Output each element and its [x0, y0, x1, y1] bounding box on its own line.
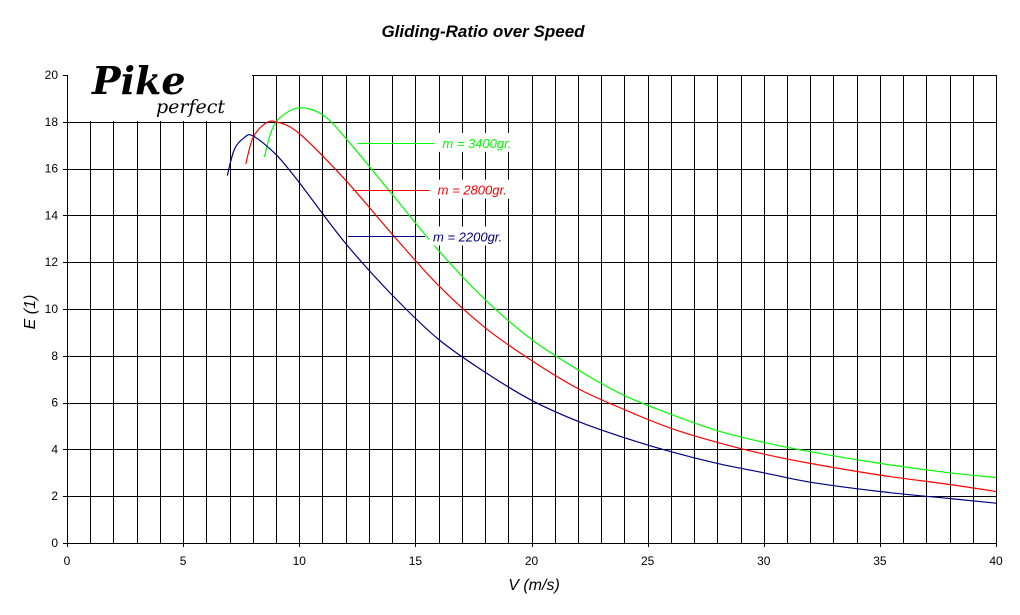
series-label-1: m = 2800gr.: [438, 183, 507, 198]
series-label-background-0: [438, 132, 516, 152]
series-label-0: m = 3400gr.: [442, 136, 511, 151]
series-lines: [226, 107, 997, 504]
y-tick-label: 18: [45, 115, 59, 129]
grid: [67, 75, 997, 543]
x-tick-label: 0: [64, 554, 71, 568]
series-labels: m = 3400gr. m = 2800gr. m = 2200gr.: [348, 132, 516, 246]
series-line-2: [226, 134, 997, 504]
series-label-2: m = 2200gr.: [433, 229, 502, 244]
y-tick-label: 14: [45, 208, 59, 222]
tick-labels: 0 2 4 6 8 10 12 14 16 18 20 0 5 10 15 20 25 30 35 40: [45, 68, 1003, 568]
chart-title: Gliding-Ratio over Speed: [381, 22, 585, 41]
y-tick-label: 4: [51, 442, 58, 456]
x-tick-label: 5: [180, 554, 187, 568]
y-tick-label: 0: [51, 536, 58, 550]
series-line-0: [263, 107, 997, 479]
series-label-background-2: [429, 226, 507, 246]
x-tick-label: 40: [989, 554, 1003, 568]
y-tick-label: 20: [45, 68, 59, 82]
y-tick-label: 2: [51, 489, 58, 503]
y-tick-label: 16: [45, 162, 59, 176]
y-tick-label: 12: [45, 255, 59, 269]
x-tick-label: 20: [525, 554, 539, 568]
series-label-background-1: [433, 179, 511, 199]
logo-background: [68, 54, 252, 121]
x-tick-label: 15: [409, 554, 423, 568]
series-line-1: [245, 120, 997, 493]
y-tick-label: 8: [51, 349, 58, 363]
x-axis-label: V (m/s): [508, 577, 560, 594]
logo-perfect: perfect: [156, 96, 225, 118]
y-axis-label: E (1): [22, 295, 39, 330]
y-tick-label: 6: [51, 396, 58, 410]
axes: [63, 75, 997, 547]
y-tick-label: 10: [45, 302, 59, 316]
x-tick-label: 30: [757, 554, 771, 568]
x-tick-label: 35: [873, 554, 887, 568]
x-tick-label: 25: [641, 554, 655, 568]
logo-pike: Pike: [91, 58, 186, 103]
x-tick-label: 10: [293, 554, 307, 568]
